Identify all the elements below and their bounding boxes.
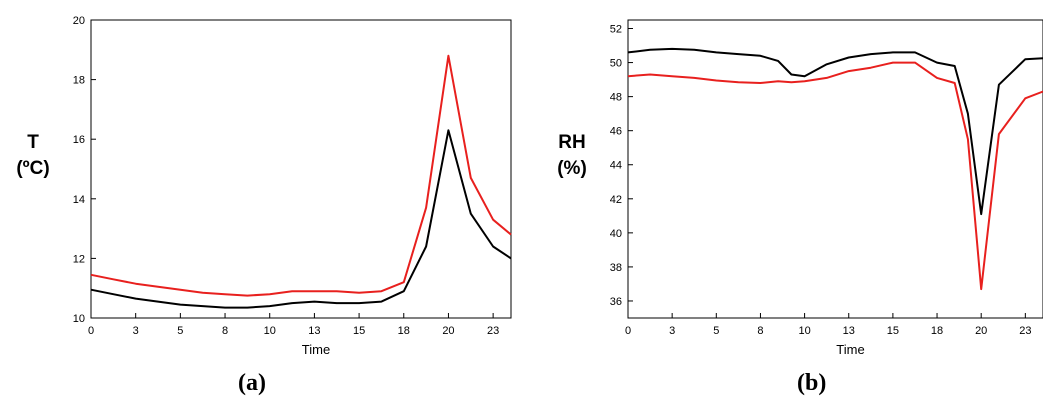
x-tick-label: 13 bbox=[308, 325, 320, 337]
x-tick-label: 23 bbox=[1019, 325, 1031, 337]
x-tick-label: 18 bbox=[398, 325, 410, 337]
x-tick-label: 23 bbox=[487, 325, 499, 337]
panel-caption: (a) bbox=[238, 370, 266, 396]
y-axis-label-line-2: (%) bbox=[557, 158, 587, 179]
y-tick-label: 20 bbox=[73, 15, 85, 27]
x-tick-label: 15 bbox=[887, 325, 899, 337]
x-tick-label: 0 bbox=[625, 325, 631, 337]
panel-caption: (b) bbox=[797, 370, 827, 396]
series-line-1 bbox=[627, 47, 1043, 216]
y-tick-label: 44 bbox=[610, 160, 622, 172]
x-tick-label: 18 bbox=[931, 325, 943, 337]
y-tick-label: 16 bbox=[73, 134, 85, 146]
x-tick-label: 20 bbox=[442, 325, 454, 337]
y-tick-label: 42 bbox=[610, 194, 622, 206]
chart-svg-a: 10 12 14 16 18 20 0 3 5 8 10 13 15 18 20 23 Time bbox=[73, 15, 512, 357]
y-tick-label: 50 bbox=[610, 58, 622, 70]
series-line-2 bbox=[627, 61, 1043, 291]
y-tick-label: 10 bbox=[73, 313, 85, 325]
y-tick-label: 40 bbox=[610, 228, 622, 240]
chart-svg-b: 36 38 40 42 44 46 48 50 52 0 3 5 8 10 13 15 18 20 23 Time bbox=[610, 19, 1043, 357]
y-axis-label-line-1: RH bbox=[558, 132, 586, 153]
series-line-2 bbox=[90, 129, 512, 309]
y-axis-label-line-2: (ºC) bbox=[16, 158, 50, 179]
x-tick-label: 8 bbox=[222, 325, 228, 337]
x-tick-label: 0 bbox=[88, 325, 94, 337]
x-tick-label: 3 bbox=[669, 325, 675, 337]
plot-frame bbox=[90, 19, 512, 319]
y-tick-label: 12 bbox=[73, 253, 85, 265]
y-tick-label: 46 bbox=[610, 126, 622, 138]
x-tick-label: 13 bbox=[843, 325, 855, 337]
x-tick-label: 15 bbox=[353, 325, 365, 337]
x-tick-label: 5 bbox=[713, 325, 719, 337]
plot-frame bbox=[627, 19, 1043, 319]
y-tick-label: 48 bbox=[610, 92, 622, 104]
x-tick-label: 10 bbox=[264, 325, 276, 337]
y-tick-label: 36 bbox=[610, 296, 622, 308]
y-axis-label: RH (%) bbox=[542, 130, 602, 182]
y-tick-label: 52 bbox=[610, 24, 622, 36]
y-axis-label: T (ºC) bbox=[8, 130, 58, 182]
y-tick-label: 14 bbox=[73, 194, 85, 206]
x-tick-label: 20 bbox=[975, 325, 987, 337]
y-axis-label-line-1: T bbox=[27, 132, 39, 153]
chart-panel-a: T (ºC) 10 12 14 16 18 20 0 3 5 8 10 13 15 18 20 23 Time … bbox=[8, 15, 512, 396]
chart-panel-b: RH (%) 36 38 40 42 44 46 48 50 52 0 3 5 8 10 13 15 18 20 2… bbox=[522, 0, 1043, 403]
x-axis-title: Time bbox=[302, 342, 330, 357]
x-tick-label: 5 bbox=[177, 325, 183, 337]
y-tick-label: 18 bbox=[73, 75, 85, 87]
x-tick-label: 8 bbox=[757, 325, 763, 337]
x-axis-title: Time bbox=[836, 342, 864, 357]
series-line-1 bbox=[90, 54, 512, 297]
y-tick-label: 38 bbox=[610, 262, 622, 274]
x-tick-label: 3 bbox=[133, 325, 139, 337]
x-tick-label: 10 bbox=[798, 325, 810, 337]
